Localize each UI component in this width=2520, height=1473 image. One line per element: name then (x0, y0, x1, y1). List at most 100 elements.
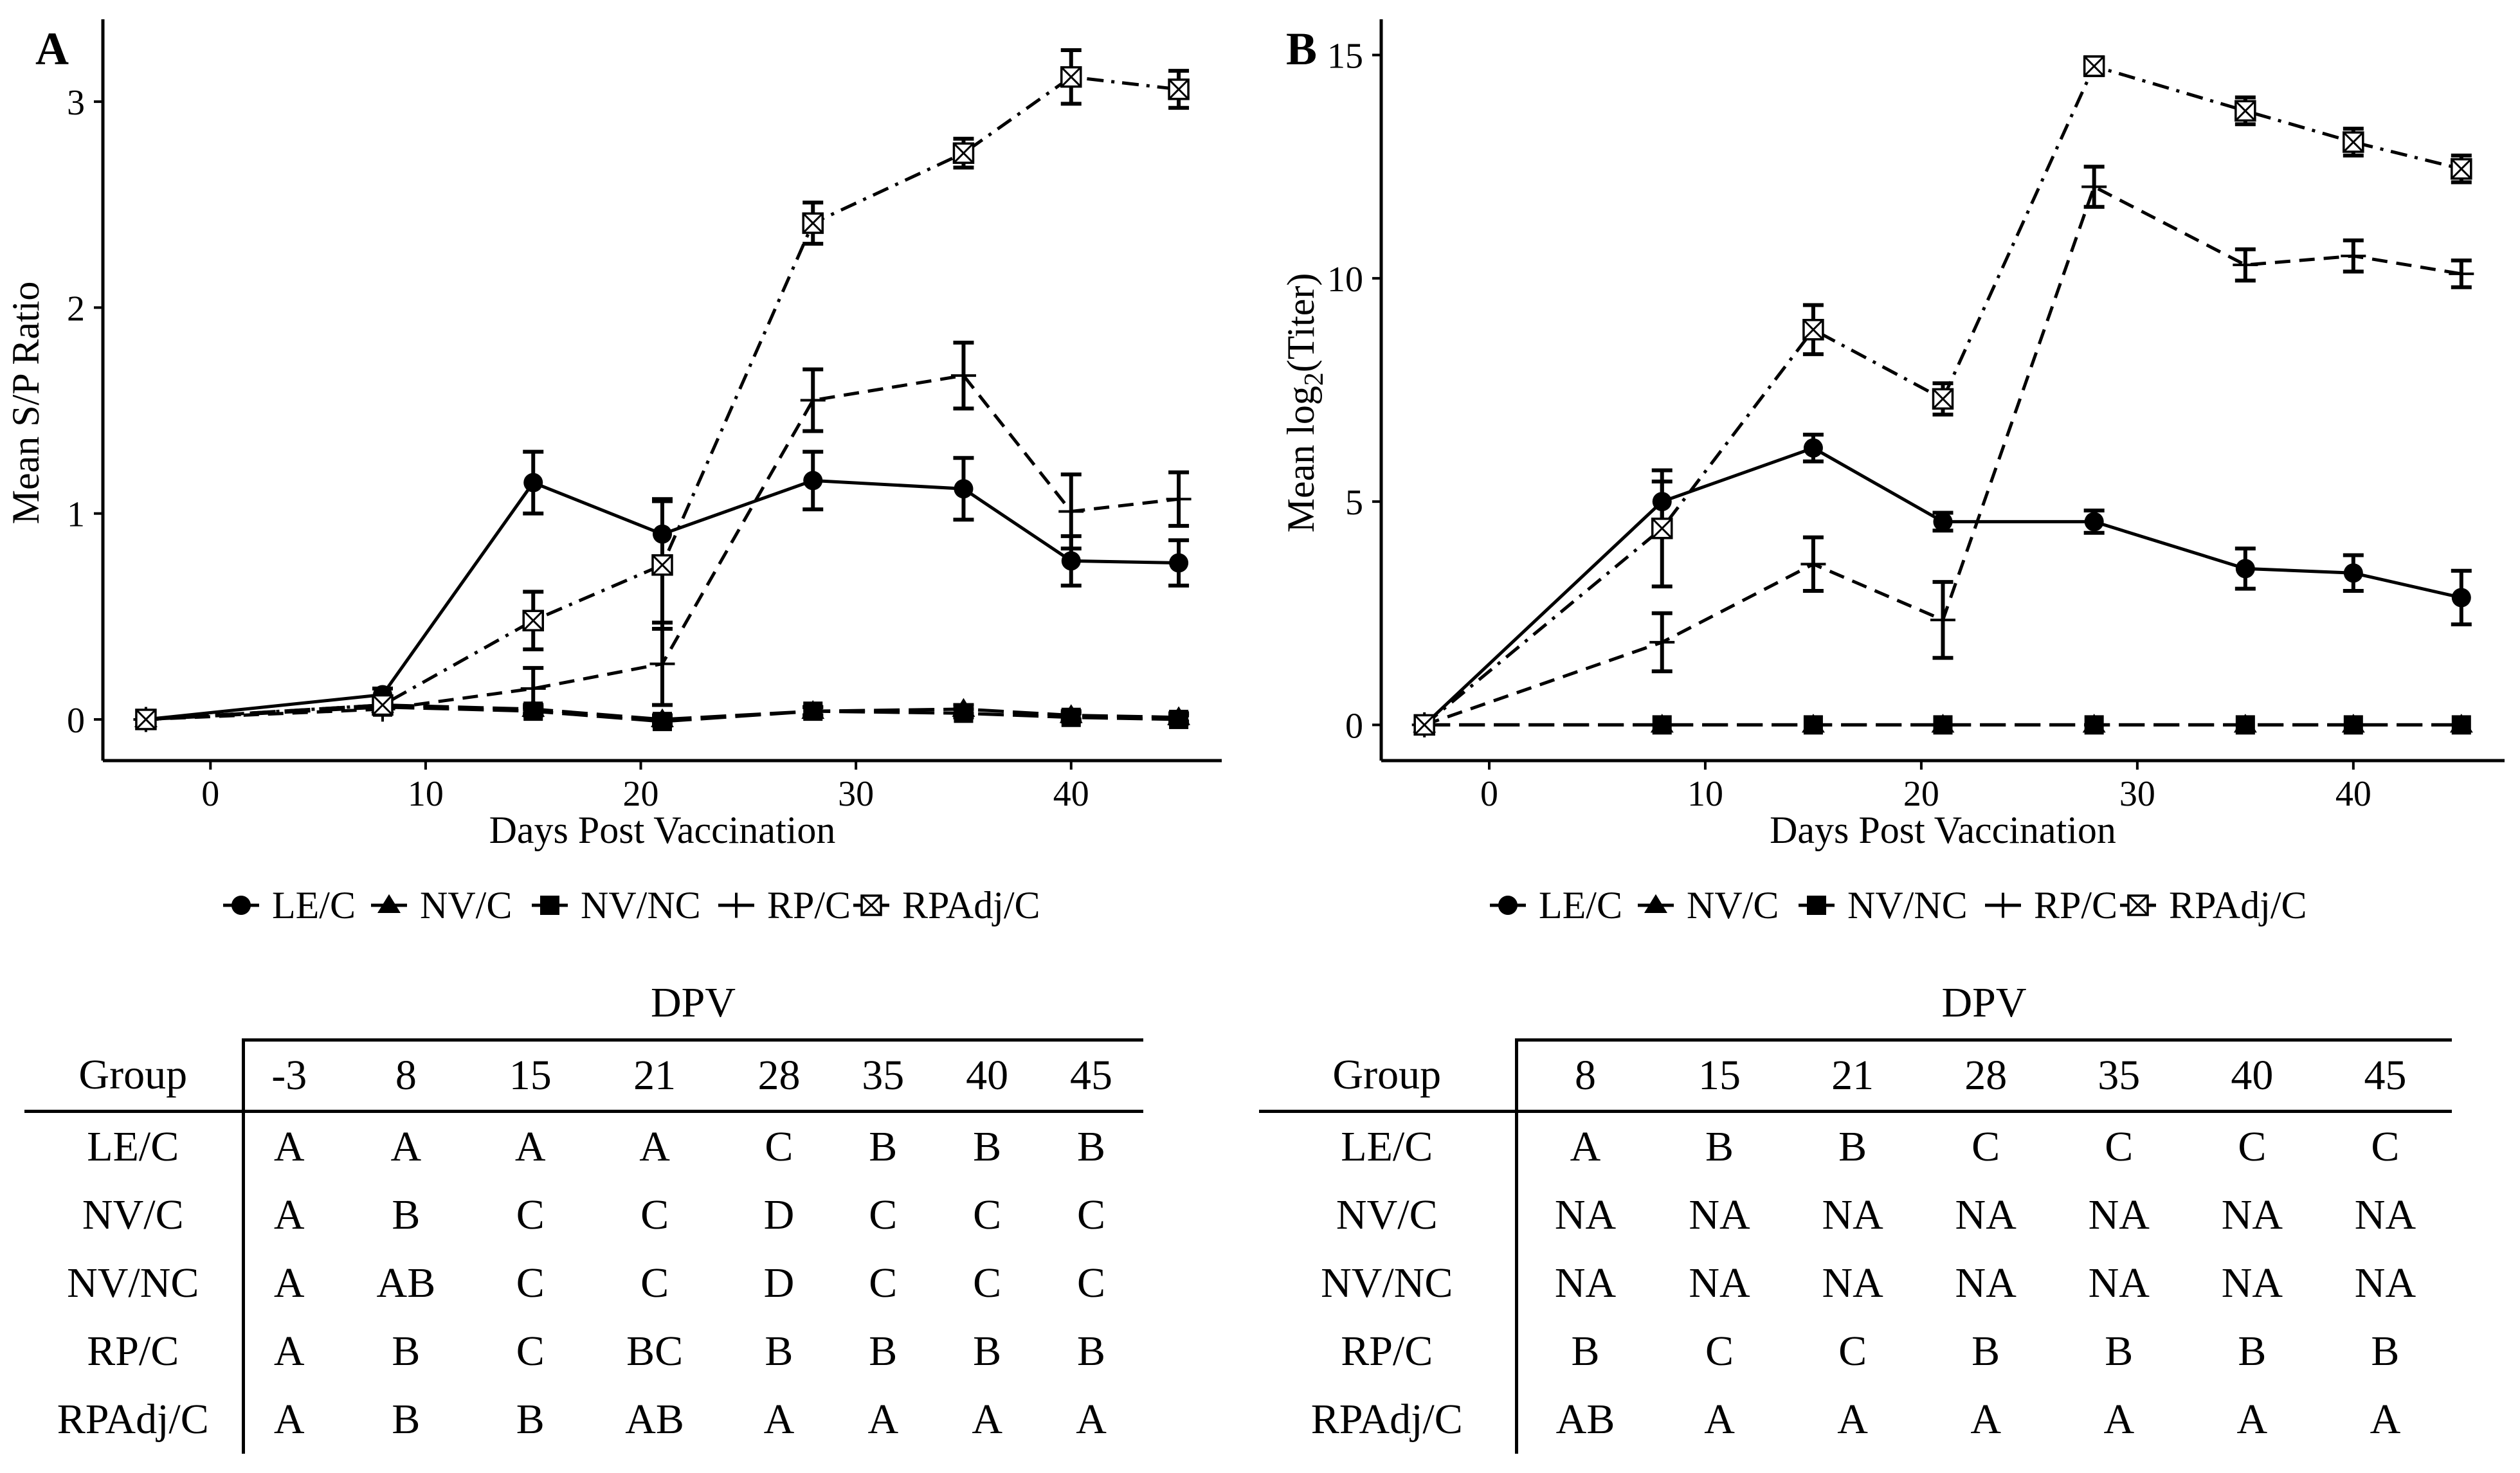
boxcross-marker-cross (2127, 894, 2149, 916)
letter-cell: A (273, 1123, 305, 1170)
panel-letter: B (1286, 23, 1317, 75)
legend-label: LE/C (272, 884, 356, 926)
x-tick-label: 20 (623, 774, 659, 814)
plus-marker (1166, 486, 1192, 512)
plus-marker (1649, 629, 1675, 655)
group-cell: NV/C (1259, 1181, 1518, 1249)
series-line (145, 374, 1179, 721)
plus-marker (723, 892, 749, 918)
legend-item: LE/C (223, 884, 356, 926)
letter-cell: A (763, 1396, 795, 1443)
table-row: RPAdj/C A B B AB A A A A (24, 1386, 1143, 1454)
plus-marker (1058, 498, 1084, 524)
circle-marker (523, 473, 543, 493)
table-col-header: 40 (2185, 1038, 2319, 1113)
letter-cell: A (639, 1123, 670, 1170)
table-col-header: 21 (582, 1038, 727, 1113)
letter-cell: AB (376, 1260, 436, 1306)
y-tick-label: 0 (67, 701, 85, 741)
table-col-header: 15 (1653, 1038, 1786, 1113)
plus-marker (1800, 551, 1826, 577)
boxcross-marker-cross (2343, 131, 2364, 153)
plus-marker (2233, 252, 2258, 278)
table-col-header: 35 (2052, 1038, 2186, 1113)
letter-cell: A (1076, 1396, 1107, 1443)
table-col-header: 45 (1039, 1038, 1143, 1113)
plus-marker (2081, 174, 2107, 199)
boxcross-marker-cross (372, 694, 394, 716)
letter-cell: B (392, 1328, 421, 1375)
legend-label: RPAdj/C (902, 884, 1040, 926)
legend-label: LE/C (1539, 884, 1622, 926)
legend-item: RPAdj/C (2120, 884, 2307, 926)
letter-cell: A (514, 1123, 546, 1170)
plus-marker (2449, 261, 2474, 287)
letter-cell: B (973, 1123, 1002, 1170)
group-cell: NV/NC (1259, 1249, 1518, 1317)
letter-cell: A (273, 1260, 305, 1306)
square-marker (653, 712, 672, 732)
table-spanner: DPV (1941, 979, 2027, 1026)
x-axis-title: Days Post Vaccination (1770, 809, 2116, 851)
group-cell: NV/C (24, 1181, 245, 1249)
series-line (1423, 64, 2462, 727)
letter-cell: NA (1955, 1191, 2017, 1238)
letter-cell: A (273, 1396, 305, 1443)
letter-cell: NA (2354, 1260, 2416, 1306)
x-tick-label: 0 (1480, 774, 1498, 814)
letters-table-b: DPV Group 8 15 21 28 35 40 45 LE/C A B B… (1259, 968, 2452, 1454)
letter-cell: C (1705, 1328, 1734, 1375)
letter-cell: D (763, 1260, 795, 1306)
chart-panel-a: A 0 10 20 30 40 0 1 2 3 Days Post Vaccination Mean … (5, 19, 1222, 926)
y-tick-label: 5 (1345, 483, 1363, 523)
letter-cell: D (763, 1191, 795, 1238)
x-tick-label: 30 (838, 774, 874, 814)
letter-cell: NA (1822, 1260, 1883, 1306)
series-line (1423, 446, 2462, 727)
table-col-header: 28 (1919, 1038, 2053, 1113)
letter-cell: A (273, 1328, 305, 1375)
letter-cell: B (2105, 1328, 2134, 1375)
y-axis-title: Mean log2(Titer) (1280, 273, 1329, 533)
table-col-header: 35 (831, 1038, 936, 1113)
letter-cell: C (869, 1191, 898, 1238)
letter-cell: AB (1555, 1396, 1615, 1443)
letter-cell: C (1838, 1328, 1867, 1375)
boxcross-marker-cross (1168, 78, 1190, 100)
letter-cell: C (640, 1260, 669, 1306)
y-tick-label: 1 (67, 495, 85, 535)
boxcross-marker-cross (953, 143, 974, 164)
square-marker (1169, 709, 1189, 729)
letter-cell: B (973, 1328, 1002, 1375)
group-cell: LE/C (24, 1111, 245, 1181)
series-line (145, 705, 1179, 723)
table-row-header: Group (24, 1040, 245, 1113)
circle-marker (1498, 896, 1518, 915)
letter-cell: C (2371, 1123, 2400, 1170)
table-col-header: 40 (935, 1038, 1040, 1113)
letter-cell: B (2238, 1328, 2267, 1375)
boxcross-marker-cross (802, 213, 824, 234)
boxcross-marker-cross (1414, 714, 1435, 736)
table-col-header: 15 (478, 1038, 583, 1113)
letter-cell: B (1571, 1328, 1600, 1375)
triangle-marker (1644, 894, 1667, 913)
letter-cell: C (765, 1123, 793, 1170)
letter-cell: NA (2354, 1191, 2416, 1238)
plus-marker (800, 388, 826, 413)
letter-cell: NA (1554, 1191, 1617, 1238)
y-tick-label: 15 (1327, 37, 1363, 77)
x-tick-label: 40 (1053, 774, 1089, 814)
letter-cell: C (1972, 1123, 2000, 1170)
legend-item: RP/C (1985, 884, 2117, 926)
legend-label: RP/C (767, 884, 851, 926)
legend-item: RPAdj/C (853, 884, 1040, 926)
y-tick-label: 3 (67, 83, 85, 123)
legend-item: NV/NC (532, 884, 701, 926)
letter-cell: BC (626, 1328, 684, 1375)
letter-cell: B (392, 1396, 421, 1443)
letter-cell: NA (1822, 1191, 1883, 1238)
square-marker (2084, 715, 2104, 735)
plus-marker (649, 651, 675, 676)
table-col-header: 28 (727, 1038, 831, 1113)
